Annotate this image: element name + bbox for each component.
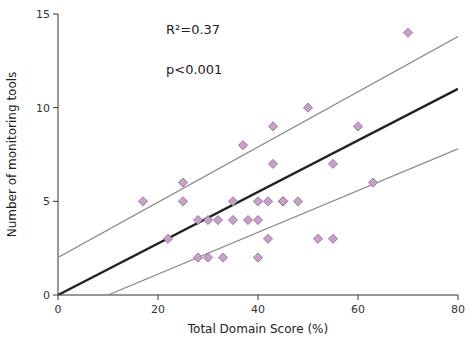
point	[203, 215, 212, 224]
y-tick	[53, 107, 58, 108]
point	[178, 178, 187, 187]
point	[193, 253, 202, 262]
point	[268, 122, 277, 131]
y-tick-label: 10	[36, 102, 50, 115]
point	[203, 253, 212, 262]
point	[218, 253, 227, 262]
regression-line	[58, 89, 458, 295]
point	[253, 253, 262, 262]
point	[303, 103, 312, 112]
y-tick-label: 5	[43, 195, 50, 208]
point	[253, 197, 262, 206]
y-axis-line	[58, 14, 59, 295]
point	[328, 234, 337, 243]
x-tick	[258, 295, 259, 300]
x-tick-label: 60	[351, 303, 365, 316]
x-tick	[158, 295, 159, 300]
annotation: R²=0.37	[166, 22, 220, 37]
point	[228, 197, 237, 206]
point	[268, 159, 277, 168]
point	[178, 197, 187, 206]
x-tick	[58, 295, 59, 300]
point	[278, 197, 287, 206]
point	[403, 28, 412, 37]
point	[278, 197, 287, 206]
point	[353, 122, 362, 131]
y-axis-label: Number of monitoring tools	[5, 72, 19, 238]
point	[263, 197, 272, 206]
y-tick-label: 15	[36, 8, 50, 21]
ci-line	[58, 36, 458, 257]
point	[228, 215, 237, 224]
x-tick	[358, 295, 359, 300]
point	[193, 215, 202, 224]
annotation: p<0.001	[166, 62, 222, 77]
point	[138, 197, 147, 206]
y-tick	[53, 201, 58, 202]
x-tick	[458, 295, 459, 300]
point	[213, 215, 222, 224]
point	[293, 197, 302, 206]
x-tick-label: 0	[55, 303, 62, 316]
point	[328, 159, 337, 168]
point	[368, 178, 377, 187]
point	[313, 234, 322, 243]
plot-area	[58, 28, 458, 295]
point	[253, 215, 262, 224]
y-tick	[53, 14, 58, 15]
x-tick-label: 80	[451, 303, 465, 316]
chart: 0 20 40 60 80 0 5 10 15 Total Domain Score (%) Num…	[0, 0, 474, 341]
x-axis-label: Total Domain Score (%)	[187, 322, 328, 336]
point	[163, 234, 172, 243]
x-tick-label: 40	[251, 303, 265, 316]
y-tick	[53, 295, 58, 296]
point	[238, 141, 247, 150]
y-tick-label: 0	[43, 289, 50, 302]
x-tick-label: 20	[151, 303, 165, 316]
point	[243, 215, 252, 224]
ci-line	[108, 149, 458, 295]
point	[263, 234, 272, 243]
